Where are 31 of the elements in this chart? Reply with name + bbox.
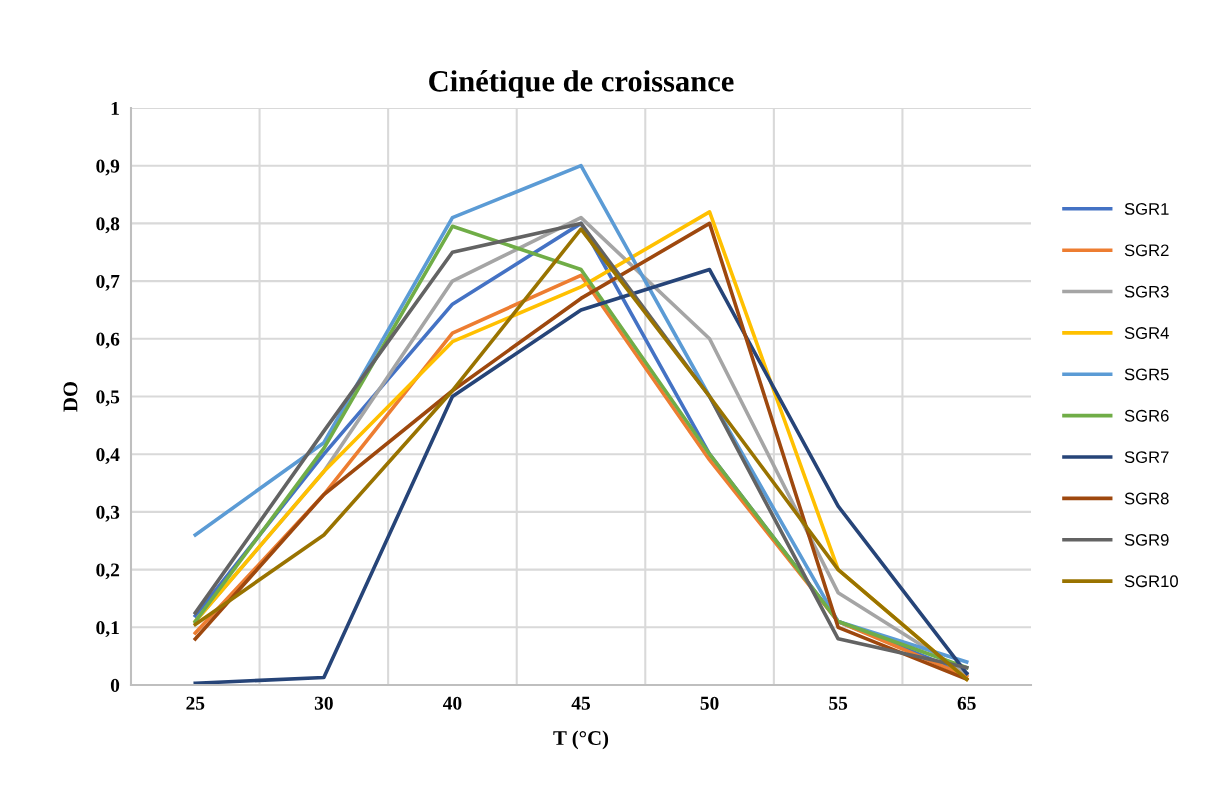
x-tick-label: 45 <box>571 696 591 710</box>
x-tick-label: 50 <box>700 696 719 710</box>
legend-label: SGR5 <box>1124 368 1169 381</box>
chart-title: Cinétique de croissance <box>429 70 734 98</box>
y-tick-label: 0,8 <box>96 217 120 234</box>
y-tick-label: 0,2 <box>96 563 120 580</box>
legend-label: SGR8 <box>1124 492 1169 505</box>
y-tick-label: 0,4 <box>96 448 120 464</box>
y-tick-label: 0,1 <box>96 621 119 638</box>
x-tick-label: 30 <box>314 696 333 710</box>
y-tick-label: 0,7 <box>96 274 120 291</box>
legend-label: SGR9 <box>1124 533 1169 546</box>
y-tick-label: 0,9 <box>96 159 120 176</box>
x-tick-label: 40 <box>442 696 462 710</box>
y-tick-label: 1 <box>111 101 119 115</box>
legend-label: SGR1 <box>1124 203 1169 215</box>
y-tick-label: 0,6 <box>96 332 120 349</box>
legend-label: SGR6 <box>1124 409 1169 422</box>
legend-label: SGR10 <box>1124 575 1178 588</box>
legend-label: SGR4 <box>1124 327 1169 339</box>
legend-label: SGR2 <box>1124 244 1169 257</box>
y-tick-label: 0,5 <box>96 390 120 407</box>
x-tick-label: 65 <box>957 696 976 710</box>
y-tick-label: 0 <box>110 678 120 692</box>
legend-label: SGR7 <box>1124 451 1169 464</box>
legend-label: SGR3 <box>1124 285 1169 298</box>
x-tick-label: 25 <box>186 696 205 710</box>
y-axis-title: DO <box>63 381 78 412</box>
x-axis-title: T (°C) <box>553 730 609 750</box>
y-tick-label: 0,3 <box>96 505 120 522</box>
x-tick-label: 55 <box>829 696 848 710</box>
